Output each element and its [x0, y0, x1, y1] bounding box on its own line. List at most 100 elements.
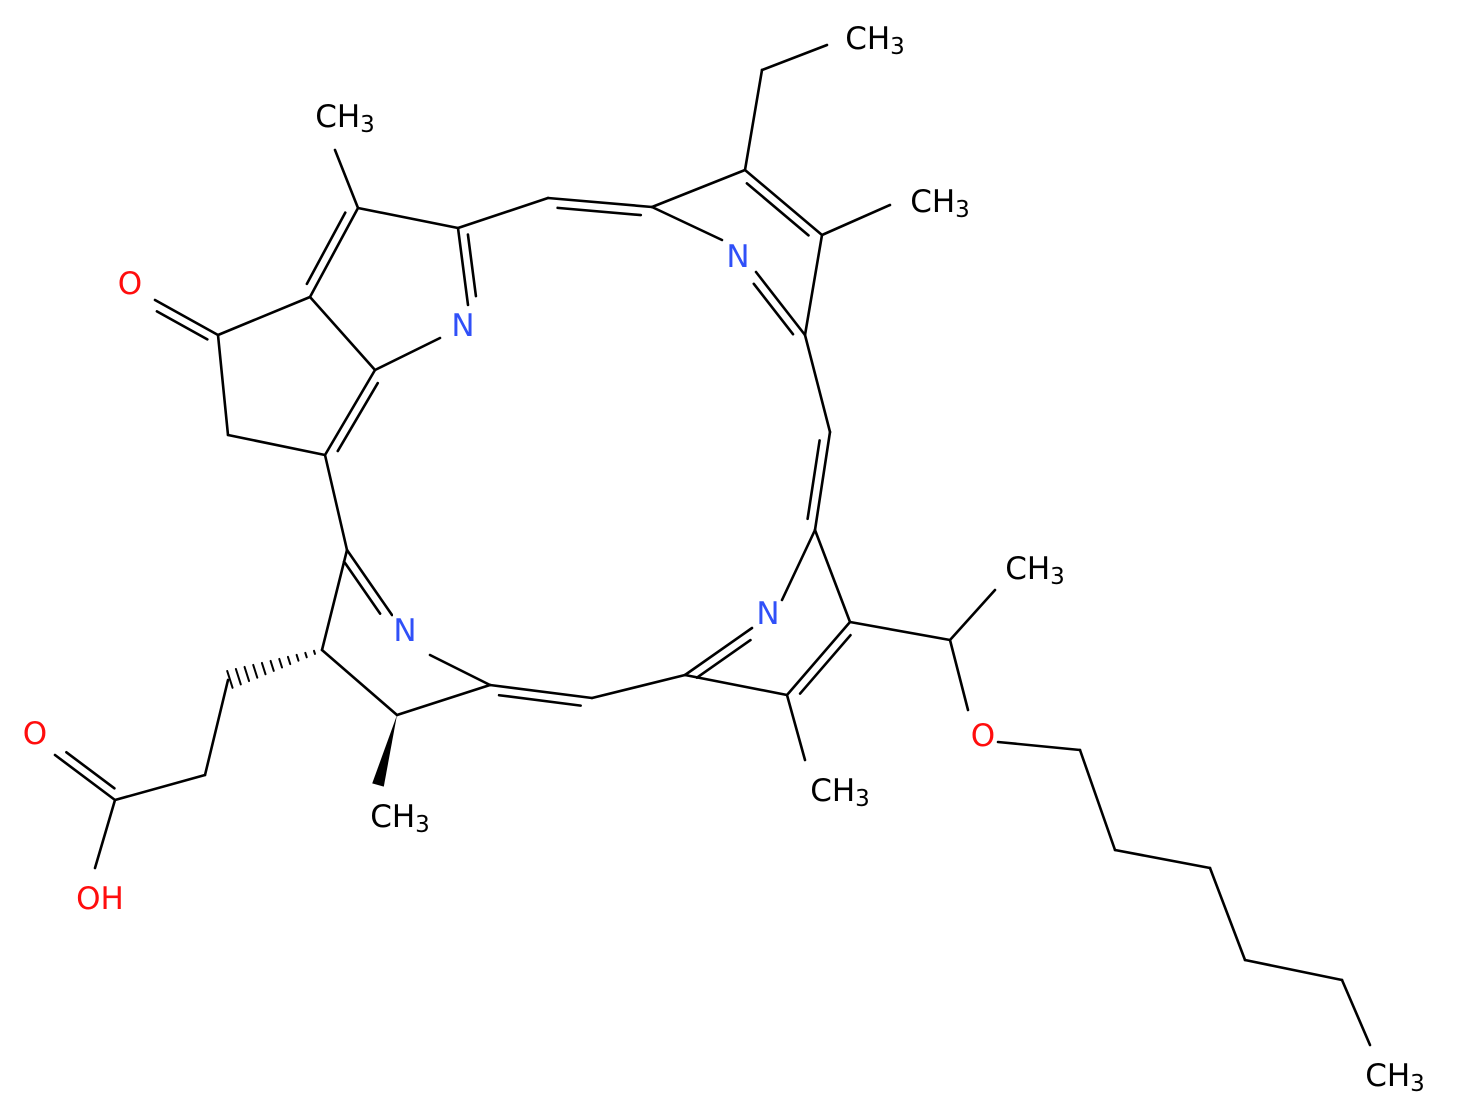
- bond: [1243, 958, 1344, 982]
- bond: [305, 211, 347, 286]
- hash-bond: [234, 667, 242, 686]
- atom-label: CH3: [1365, 1058, 1425, 1097]
- bond: [683, 673, 789, 697]
- label-background: [810, 774, 870, 810]
- atom-label: CH3: [370, 799, 430, 838]
- hash-bond: [260, 661, 267, 676]
- label-background: [971, 719, 995, 755]
- label-background: [23, 717, 47, 753]
- bond: [373, 336, 442, 372]
- bond: [320, 648, 399, 717]
- hash-bond: [278, 657, 284, 669]
- bond: [683, 626, 754, 677]
- bond: [53, 753, 117, 802]
- bond: [743, 68, 764, 172]
- atom-labels: CH3 CH3 CH3 O N N CH3 N N O CH3 O CH3 OH CH3: [23, 21, 1425, 1097]
- bond: [1340, 978, 1372, 1047]
- hash-bond: [243, 665, 251, 683]
- bond: [342, 560, 382, 615]
- bond: [948, 638, 970, 712]
- atom-label: N: [393, 613, 416, 649]
- bond: [323, 453, 349, 552]
- atom-label: O: [971, 718, 995, 754]
- bond: [65, 750, 116, 790]
- bond: [813, 528, 852, 624]
- bond: [356, 206, 460, 230]
- bond: [336, 381, 380, 453]
- label-background: [1365, 1059, 1425, 1095]
- hash-bond: [286, 655, 292, 666]
- bond: [848, 620, 952, 642]
- bond: [754, 270, 807, 337]
- hash-bond: [269, 659, 275, 672]
- atom-label: CH3: [1005, 551, 1065, 590]
- bond: [803, 233, 824, 337]
- bond: [785, 620, 852, 697]
- atom-label: CH3: [810, 773, 870, 812]
- label-background: [118, 267, 142, 303]
- atom-label: CH3: [910, 184, 970, 223]
- wedge-bond: [372, 715, 397, 787]
- bond: [216, 295, 312, 337]
- hash-bond: [252, 663, 259, 679]
- label-background: [370, 800, 430, 836]
- bond: [1113, 848, 1212, 870]
- bond: [323, 368, 377, 457]
- label-background: [910, 185, 970, 221]
- atom-label: O: [118, 266, 142, 302]
- bond: [93, 798, 117, 870]
- hash-bond: [226, 669, 234, 689]
- bond: [456, 226, 470, 307]
- bond: [395, 683, 492, 717]
- bond: [798, 633, 852, 695]
- bond: [820, 203, 892, 237]
- atom-label: O: [23, 716, 47, 752]
- bond: [546, 196, 654, 209]
- bond: [743, 168, 824, 237]
- bond: [345, 548, 394, 617]
- bond: [752, 282, 795, 336]
- bond: [813, 430, 832, 532]
- label-background: [1005, 552, 1065, 588]
- atom-label: N: [451, 308, 474, 344]
- bond: [590, 673, 687, 700]
- bond: [226, 433, 327, 457]
- bond: [428, 653, 492, 687]
- bond: [1208, 866, 1247, 962]
- bond: [806, 439, 821, 521]
- label-background: [726, 240, 750, 276]
- label-background: [845, 22, 905, 58]
- bond: [650, 168, 747, 209]
- bond: [803, 333, 832, 434]
- hash-bond: [295, 653, 300, 662]
- atom-label: CH3: [315, 99, 375, 138]
- bonds: [53, 43, 1372, 1047]
- bond: [153, 298, 220, 337]
- label-background: [393, 614, 417, 650]
- atom-label: CH3: [845, 21, 905, 60]
- bond: [745, 182, 810, 237]
- bond: [996, 740, 1082, 752]
- label-background: [79, 882, 121, 918]
- bond: [780, 528, 817, 602]
- label-background: [756, 597, 780, 633]
- bond: [320, 548, 349, 652]
- bond: [497, 693, 582, 707]
- bond: [113, 773, 207, 802]
- label-background: [451, 309, 475, 345]
- bond: [333, 148, 360, 210]
- label-background: [315, 100, 375, 136]
- bond: [488, 683, 594, 700]
- atom-label: OH: [76, 881, 124, 917]
- bond: [760, 43, 829, 72]
- bond: [216, 333, 230, 437]
- bond: [650, 205, 724, 242]
- hash-bond: [312, 649, 316, 655]
- bond: [695, 638, 752, 679]
- bond: [556, 206, 643, 217]
- bond: [466, 233, 478, 298]
- bond: [1078, 748, 1117, 852]
- bond: [308, 295, 377, 372]
- bond: [456, 196, 550, 230]
